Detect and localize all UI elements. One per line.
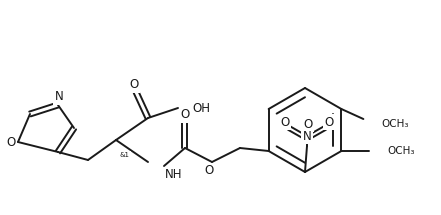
Text: O: O [280, 115, 290, 129]
Text: O: O [6, 135, 15, 149]
Text: O: O [204, 164, 213, 178]
Text: OCH₃: OCH₃ [381, 119, 409, 129]
Text: OH: OH [192, 101, 210, 115]
Text: N: N [303, 129, 311, 143]
Text: O: O [129, 78, 138, 92]
Text: O: O [180, 109, 190, 121]
Text: OCH₃: OCH₃ [387, 146, 415, 156]
Text: &1: &1 [120, 152, 130, 158]
Text: NH: NH [165, 169, 183, 181]
Text: N: N [55, 91, 64, 103]
Text: O: O [303, 118, 313, 131]
Text: O: O [325, 115, 334, 129]
